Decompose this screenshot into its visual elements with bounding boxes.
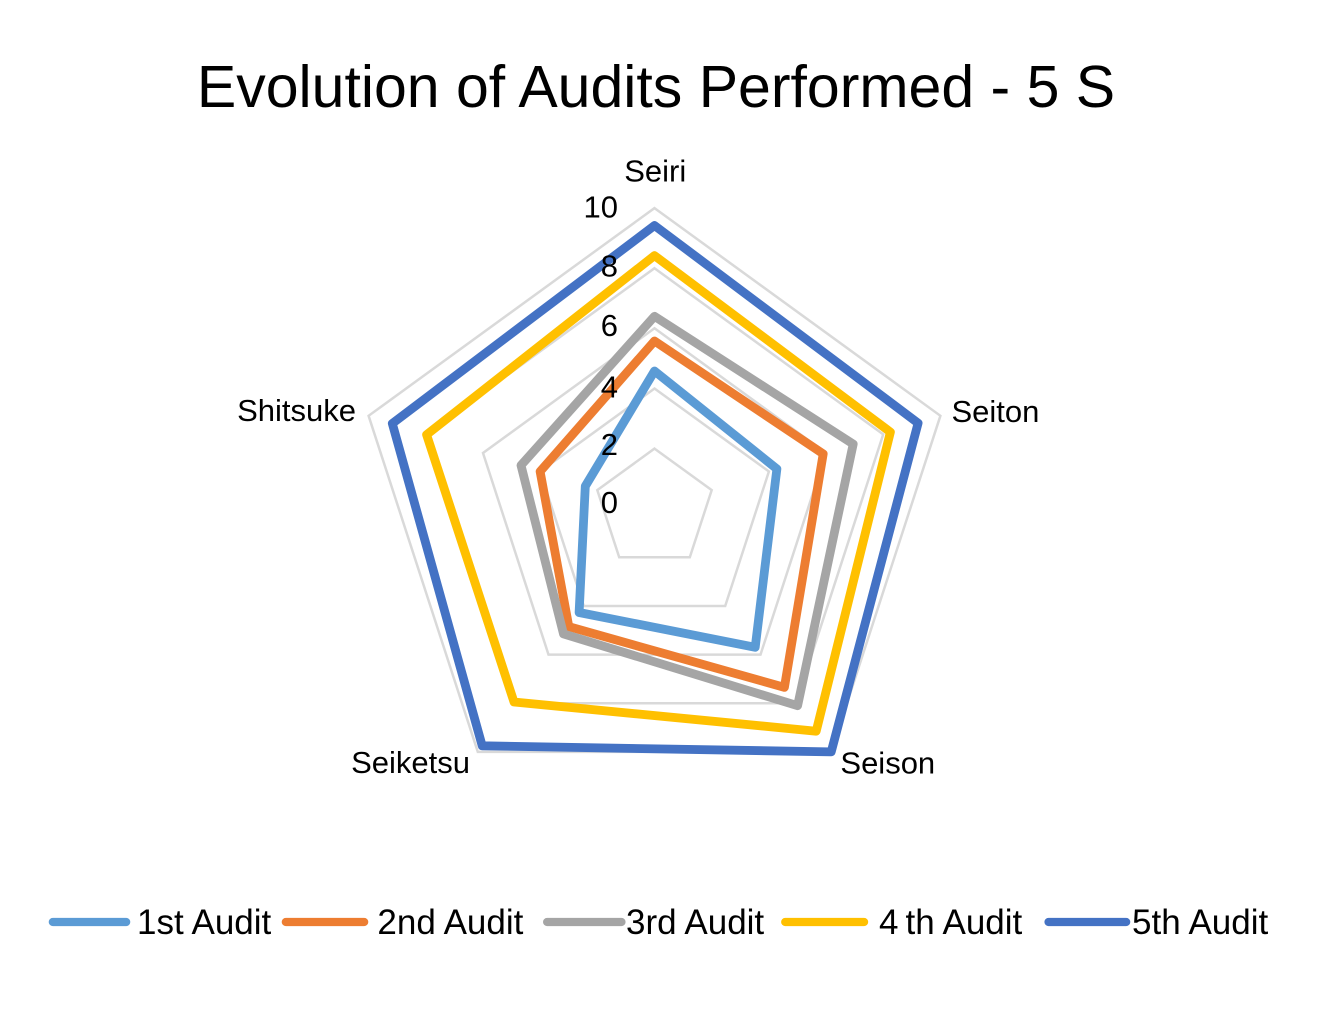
svg-text:Shitsuke: Shitsuke [237, 393, 356, 428]
svg-text:8: 8 [601, 248, 618, 283]
svg-text:4: 4 [601, 369, 618, 404]
svg-text:Seiketsu: Seiketsu [351, 745, 470, 780]
svg-text:5th Audit: 5th Audit [1132, 903, 1268, 942]
svg-text:2nd Audit: 2nd Audit [377, 903, 523, 942]
svg-text:6: 6 [601, 308, 618, 343]
svg-text:1st Audit: 1st Audit [137, 903, 272, 942]
svg-text:th Audit: th Audit [906, 903, 1023, 942]
svg-text:Evolution of Audits Performed: Evolution of Audits Performed - 5 S [197, 54, 1115, 120]
svg-text:4: 4 [879, 903, 898, 942]
svg-text:Seiri: Seiri [624, 154, 686, 189]
svg-text:3rd Audit: 3rd Audit [626, 903, 764, 942]
svg-text:0: 0 [601, 485, 618, 520]
svg-text:Seison: Seison [840, 745, 935, 780]
svg-text:10: 10 [584, 190, 618, 225]
svg-text:2: 2 [601, 427, 618, 462]
svg-text:Seiton: Seiton [952, 394, 1040, 429]
